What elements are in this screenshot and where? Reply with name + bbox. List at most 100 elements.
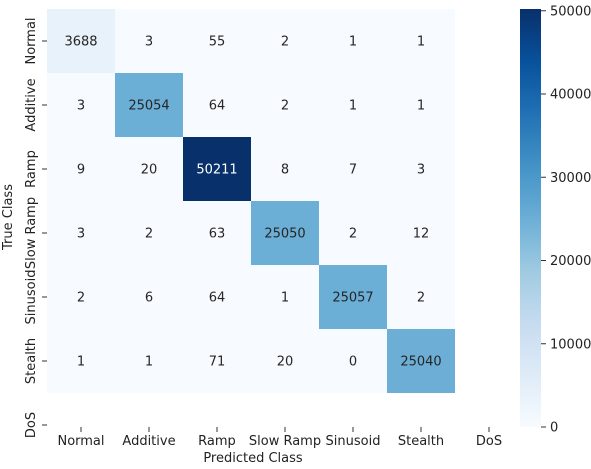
cell-value-label: 6 xyxy=(145,291,153,306)
colorbar-tick-label: 30000 xyxy=(550,171,591,186)
heatmap-cells xyxy=(47,9,455,393)
x-axis-ticks: Normal Additive Ramp Slow Ramp Sinusoid Steal… xyxy=(57,427,502,449)
colorbar-tick-label: 10000 xyxy=(550,337,591,352)
x-tick-label: Stealth xyxy=(398,434,444,449)
cell-value-label: 2 xyxy=(77,291,85,306)
cell-value-label: 20 xyxy=(141,163,158,178)
x-tick-label: DoS xyxy=(476,434,502,449)
cell-value-label: 2 xyxy=(281,99,289,114)
heatmap-cell xyxy=(47,329,115,393)
y-axis-label: True Class xyxy=(1,184,16,251)
heatmap-cell xyxy=(251,137,319,201)
cell-value-label: 2 xyxy=(145,227,153,242)
cell-value-label: 64 xyxy=(209,291,226,306)
heatmap-cell xyxy=(115,137,183,201)
cell-value-label: 1 xyxy=(349,99,357,114)
colorbar-ticks: 0 10000 20000 30000 40000 50000 xyxy=(541,4,591,436)
heatmap-cell xyxy=(387,265,455,329)
heatmap-cell xyxy=(47,9,115,73)
heatmap-cell xyxy=(47,73,115,137)
cell-value-label: 3 xyxy=(77,99,85,114)
heatmap-cell xyxy=(251,329,319,393)
heatmap-cell xyxy=(251,201,319,265)
y-tick-label: Additive xyxy=(24,78,39,131)
y-tick-label: Sinusoid xyxy=(24,270,39,325)
cell-value-label: 3 xyxy=(145,35,153,50)
y-tick-label: Slow Ramp xyxy=(24,197,39,269)
cell-value-label: 64 xyxy=(209,99,226,114)
x-tick-label: Additive xyxy=(122,434,175,449)
cell-value-label: 20 xyxy=(277,355,294,370)
cell-value-label: 71 xyxy=(209,355,226,370)
cell-value-label: 2 xyxy=(417,291,425,306)
cell-value-label: 25050 xyxy=(264,227,305,242)
heatmap-cell xyxy=(319,201,387,265)
heatmap-cell xyxy=(47,201,115,265)
cell-value-label: 1 xyxy=(77,355,85,370)
heatmap-cell-labels: 3688 3 55 2 1 13 25054 64 2 1 19 20 50211 8 7 33 2 63 2505… xyxy=(64,35,441,370)
cell-value-label: 1 xyxy=(417,35,425,50)
heatmap-cell xyxy=(251,9,319,73)
cell-value-label: 8 xyxy=(281,163,289,178)
y-tick-label: Stealth xyxy=(24,338,39,384)
heatmap-cell xyxy=(183,73,251,137)
heatmap-cell xyxy=(319,9,387,73)
heatmap-cell xyxy=(387,137,455,201)
heatmap-cell xyxy=(251,265,319,329)
x-tick-label: Normal xyxy=(57,434,104,449)
heatmap-cell xyxy=(115,329,183,393)
heatmap-cell xyxy=(319,73,387,137)
cell-value-label: 2 xyxy=(281,35,289,50)
heatmap-cell xyxy=(319,137,387,201)
heatmap-cell xyxy=(183,9,251,73)
cell-value-label: 1 xyxy=(417,99,425,114)
heatmap-cell xyxy=(115,73,183,137)
heatmap-cell xyxy=(319,329,387,393)
heatmap-cell xyxy=(115,201,183,265)
heatmap-cell xyxy=(115,9,183,73)
heatmap-cell xyxy=(251,73,319,137)
heatmap-cell xyxy=(115,265,183,329)
cell-value-label: 9 xyxy=(77,163,85,178)
cell-value-label: 1 xyxy=(349,35,357,50)
cell-value-label: 0 xyxy=(349,355,357,370)
cell-value-label: 1 xyxy=(145,355,153,370)
y-tick-label: Ramp xyxy=(24,150,39,188)
cell-value-label: 50211 xyxy=(196,163,237,178)
cell-value-label: 12 xyxy=(413,227,430,242)
y-tick-label: DoS xyxy=(24,412,39,438)
x-tick-label: Ramp xyxy=(198,434,236,449)
x-axis-label: Predicted Class xyxy=(203,451,303,466)
heatmap-cell xyxy=(47,137,115,201)
cell-value-label: 25054 xyxy=(128,99,169,114)
heatmap-cell xyxy=(387,73,455,137)
cell-value-label: 25040 xyxy=(400,355,441,370)
cell-value-label: 55 xyxy=(209,35,226,50)
heatmap-cell xyxy=(183,137,251,201)
cell-value-label: 7 xyxy=(349,163,357,178)
colorbar-tick-label: 20000 xyxy=(550,254,591,269)
colorbar-tick-label: 50000 xyxy=(550,4,591,19)
cell-value-label: 3 xyxy=(417,163,425,178)
cell-value-label: 25057 xyxy=(332,291,373,306)
y-tick-label: Normal xyxy=(24,17,39,64)
cell-value-label: 63 xyxy=(209,227,226,242)
x-tick-label: Slow Ramp xyxy=(249,434,321,449)
heatmap-cell xyxy=(387,201,455,265)
cell-value-label: 1 xyxy=(281,291,289,306)
heatmap-cell xyxy=(387,329,455,393)
cell-value-label: 3688 xyxy=(64,35,97,50)
heatmap-cell xyxy=(47,265,115,329)
colorbar-tick-label: 40000 xyxy=(550,88,591,103)
heatmap-cell xyxy=(183,329,251,393)
heatmap-cell xyxy=(183,265,251,329)
heatmap-cell xyxy=(319,265,387,329)
heatmap-cell xyxy=(183,201,251,265)
cell-value-label: 2 xyxy=(349,227,357,242)
heatmap-cell xyxy=(387,9,455,73)
colorbar-tick-label: 0 xyxy=(550,421,558,436)
cell-value-label: 3 xyxy=(77,227,85,242)
x-tick-label: Sinusoid xyxy=(326,434,381,449)
